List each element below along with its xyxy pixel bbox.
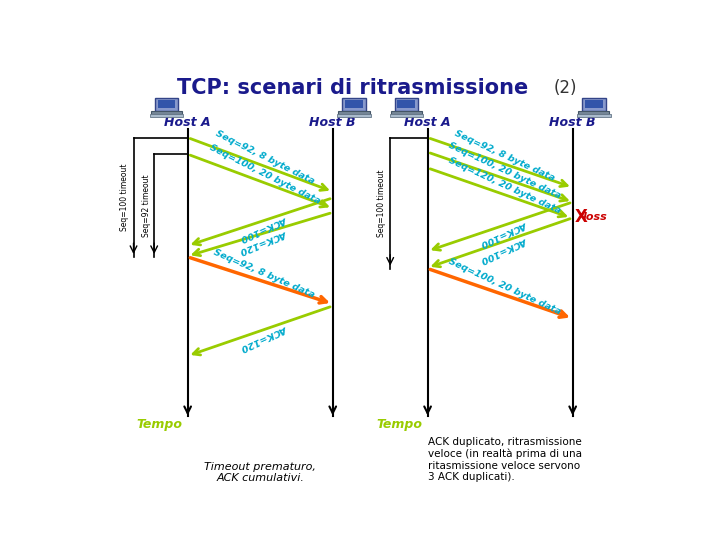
Bar (155, 98, 178, 111)
Text: Host A: Host A (164, 116, 211, 129)
Text: Host B: Host B (310, 116, 356, 129)
Bar (395, 98, 418, 111)
Bar (578, 111, 610, 114)
Text: ACK duplicato, ritrasmissione
veloce (in realtà prima di una
ritasmissione veloc: ACK duplicato, ritrasmissione veloce (in… (428, 437, 582, 482)
Bar (345, 100, 363, 108)
Text: ACK=100: ACK=100 (480, 235, 528, 264)
Bar (577, 114, 611, 117)
Text: ACK=100: ACK=100 (480, 219, 528, 248)
Bar (391, 111, 422, 114)
Text: Tempo: Tempo (136, 418, 182, 431)
Text: Seq=92 timeout: Seq=92 timeout (143, 174, 151, 237)
Bar (150, 114, 183, 117)
Text: Host A: Host A (404, 116, 451, 129)
Text: TCP: scenari di ritrasmissione: TCP: scenari di ritrasmissione (176, 78, 528, 98)
Text: Seq=100, 20 byte data: Seq=100, 20 byte data (447, 257, 562, 316)
Bar (585, 100, 603, 108)
Text: loss: loss (582, 212, 608, 221)
Text: Timeout prematuro,
ACK cumulativi.: Timeout prematuro, ACK cumulativi. (204, 462, 316, 483)
Text: Seq=92, 8 byte data: Seq=92, 8 byte data (453, 129, 556, 183)
Bar (390, 114, 423, 117)
Bar (337, 114, 371, 117)
Text: ACK=120: ACK=120 (240, 323, 289, 352)
Text: Seq=92, 8 byte data: Seq=92, 8 byte data (214, 130, 315, 186)
Bar (342, 98, 366, 111)
Bar (150, 111, 182, 114)
Text: Seq=100 timeout: Seq=100 timeout (377, 170, 386, 237)
Bar (397, 100, 415, 108)
Text: Host B: Host B (549, 116, 596, 129)
Text: Seq=92, 8 byte data: Seq=92, 8 byte data (212, 248, 316, 300)
Text: Seq=100, 20 byte data: Seq=100, 20 byte data (208, 143, 322, 206)
Text: Tempo: Tempo (376, 418, 422, 431)
Bar (158, 100, 176, 108)
Text: ACK=100: ACK=100 (240, 214, 289, 242)
Text: X: X (575, 207, 588, 226)
Text: (2): (2) (553, 79, 577, 97)
Text: Seq=120, 20 byte data: Seq=120, 20 byte data (447, 156, 562, 216)
Text: Seq=100 timeout: Seq=100 timeout (120, 164, 129, 231)
Text: Seq=100, 20 byte data: Seq=100, 20 byte data (447, 140, 562, 200)
Text: ACK=120: ACK=120 (239, 228, 289, 254)
Bar (338, 111, 369, 114)
Bar (582, 98, 606, 111)
